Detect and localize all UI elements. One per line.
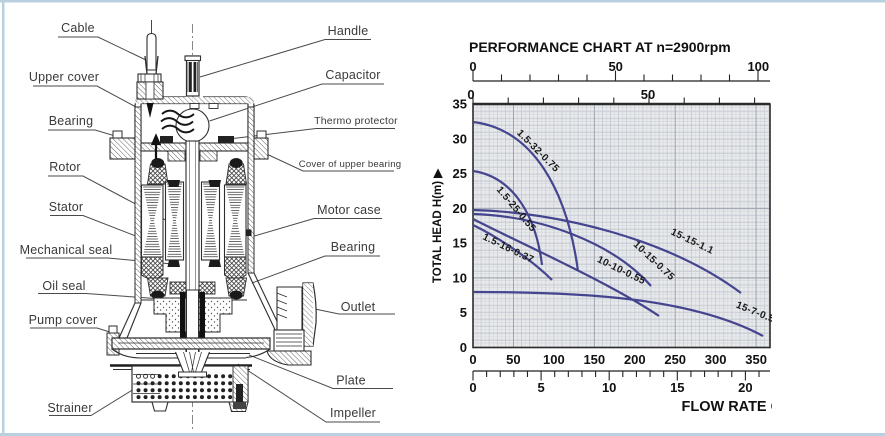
svg-text:Thermo protector: Thermo protector: [314, 115, 398, 127]
svg-text:100: 100: [543, 352, 565, 367]
svg-text:Oil seal: Oil seal: [42, 279, 85, 293]
svg-text:TOTAL HEAD H(m) ▶: TOTAL HEAD H(m) ▶: [432, 168, 444, 283]
svg-text:Rotor: Rotor: [49, 160, 81, 174]
svg-text:50: 50: [608, 59, 622, 74]
svg-text:10: 10: [602, 380, 616, 395]
svg-text:200: 200: [624, 352, 646, 367]
svg-text:Motor case: Motor case: [317, 203, 381, 217]
svg-text:250: 250: [664, 352, 686, 367]
svg-text:0: 0: [467, 87, 474, 102]
svg-text:30: 30: [453, 131, 467, 146]
svg-text:10: 10: [453, 270, 467, 285]
svg-text:15: 15: [453, 236, 467, 251]
svg-text:50: 50: [506, 352, 520, 367]
svg-text:50: 50: [641, 87, 655, 102]
svg-text:25: 25: [453, 166, 467, 181]
svg-text:Cable: Cable: [61, 21, 95, 35]
svg-text:Cover of upper bearing: Cover of upper bearing: [299, 159, 402, 170]
svg-text:0: 0: [469, 352, 476, 367]
svg-text:Pump cover: Pump cover: [29, 313, 98, 327]
svg-text:PERFORMANCE CHART AT n=2900rpm: PERFORMANCE CHART AT n=2900rpm: [469, 39, 731, 55]
svg-text:35: 35: [453, 97, 467, 112]
svg-text:Handle: Handle: [328, 24, 369, 38]
svg-text:FLOW RATE Q(m³/h): FLOW RATE Q(m³/h): [682, 399, 823, 415]
svg-text:Impeller: Impeller: [330, 406, 376, 420]
svg-text:0: 0: [469, 380, 476, 395]
svg-text:5: 5: [460, 305, 467, 320]
svg-text:Mechanical seal: Mechanical seal: [20, 243, 113, 257]
svg-text:20: 20: [453, 201, 467, 216]
svg-text:Outlet: Outlet: [341, 300, 376, 314]
svg-text:15: 15: [670, 380, 684, 395]
svg-text:Stator: Stator: [49, 200, 84, 214]
svg-text:150: 150: [583, 352, 605, 367]
svg-text:350: 350: [745, 352, 767, 367]
svg-text:Upper cover: Upper cover: [29, 70, 99, 84]
svg-text:5: 5: [537, 380, 544, 395]
svg-text:Bearing: Bearing: [49, 114, 94, 128]
svg-text:300: 300: [705, 352, 727, 367]
svg-text:0: 0: [460, 340, 467, 355]
svg-text:Bearing: Bearing: [331, 240, 376, 254]
svg-text:100: 100: [747, 59, 769, 74]
svg-text:Capacitor: Capacitor: [325, 68, 380, 82]
svg-text:20: 20: [738, 380, 752, 395]
svg-text:Strainer: Strainer: [47, 401, 92, 415]
svg-text:Plate: Plate: [336, 374, 366, 388]
svg-text:0: 0: [469, 59, 476, 74]
